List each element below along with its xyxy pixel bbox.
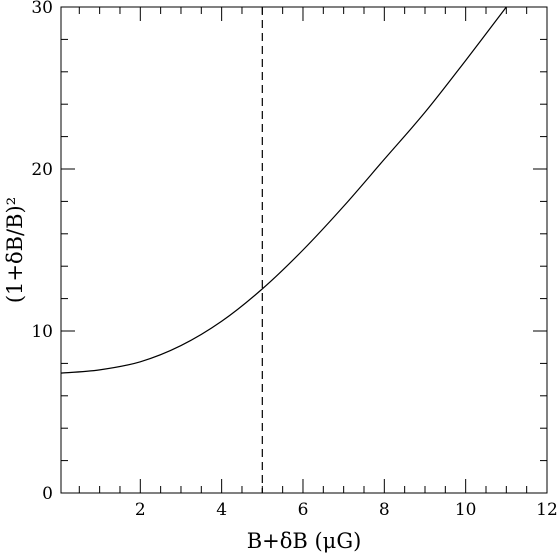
plot-frame [60,6,548,494]
y-axis-title: (1+δB/B)² [3,197,27,303]
x-tick-label: 2 [135,500,146,520]
x-tick-label: 8 [379,500,390,520]
x-axis-title: B+δB (μG) [247,529,362,553]
y-tick-label: 30 [31,0,53,18]
major-ticks [61,6,548,494]
y-tick-labels: 0 10 20 30 [31,0,53,504]
x-tick-label: 6 [298,500,309,520]
x-tick-label: 4 [216,500,227,520]
series-layer [60,6,507,374]
y-tick-label: 0 [42,484,53,504]
y-tick-label: 10 [31,322,53,342]
minor-ticks [61,7,547,493]
y-tick-label: 20 [31,160,53,180]
series-line [60,6,507,374]
x-tick-labels: 2 4 6 8 10 12 [135,500,558,520]
x-tick-label: 10 [455,500,477,520]
x-tick-label: 12 [536,500,558,520]
